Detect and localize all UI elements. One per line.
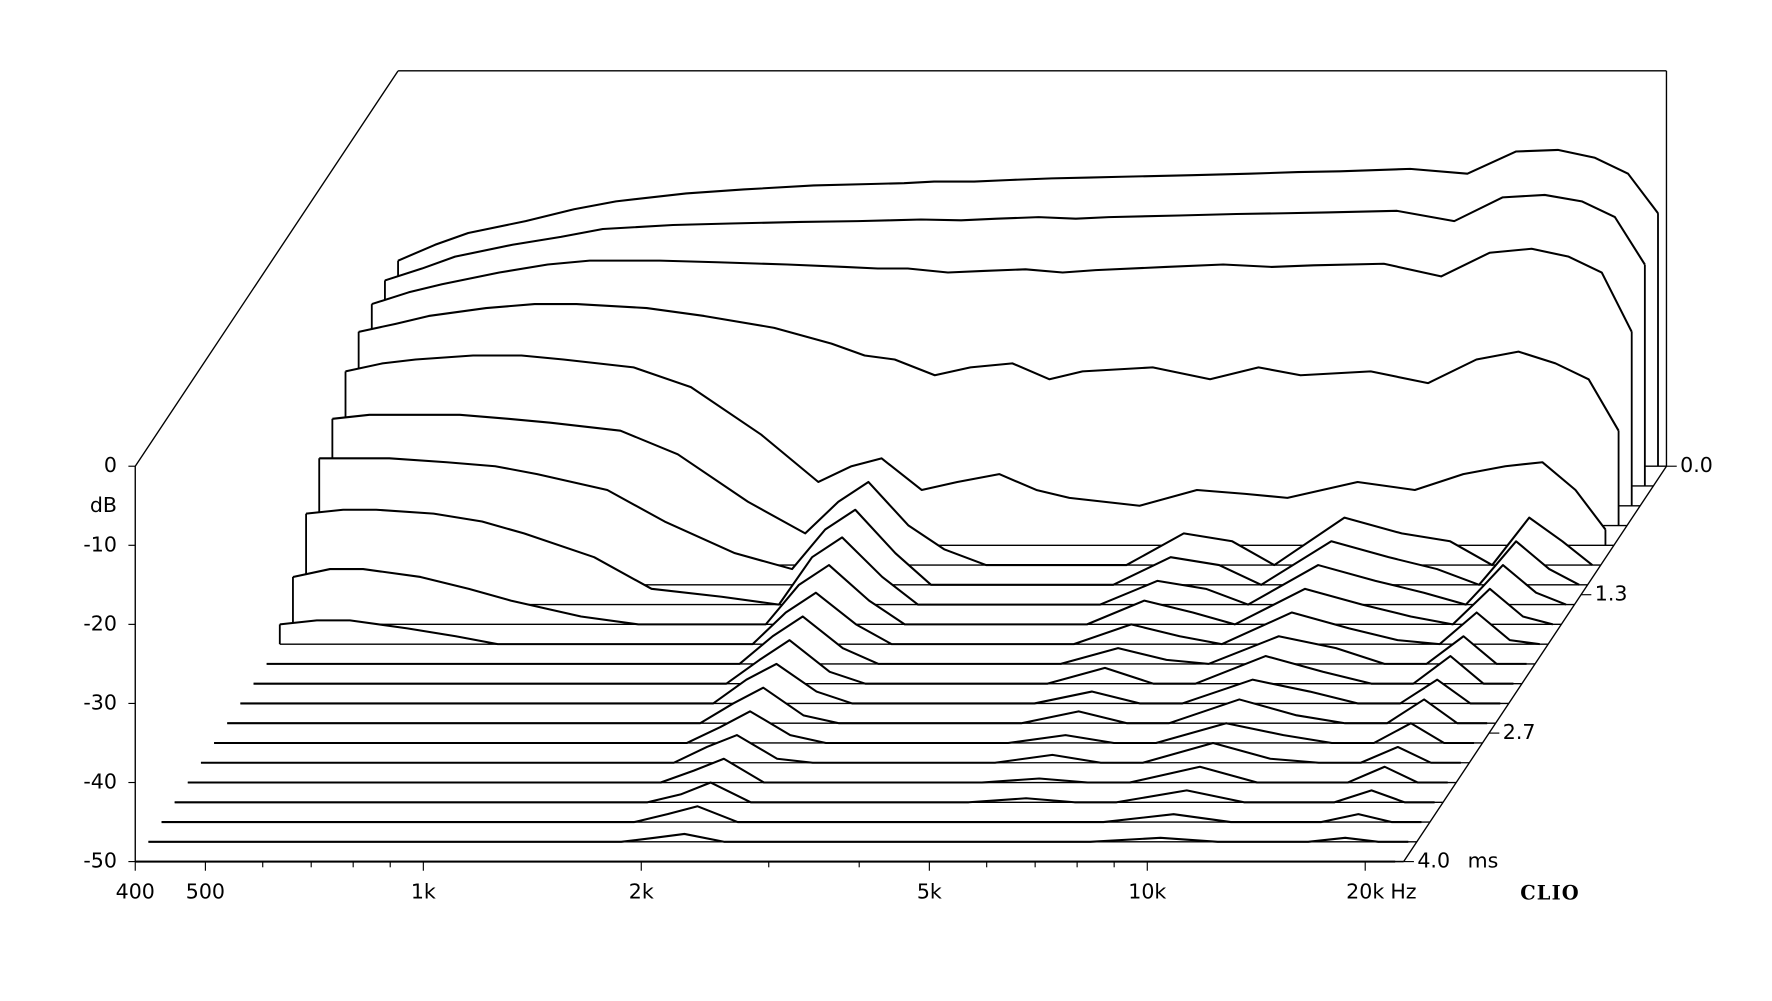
decay-slice (266, 615, 1527, 665)
decay-slice (200, 734, 1461, 764)
slice-fill (306, 509, 1575, 605)
slice-fill (187, 758, 1457, 783)
decay-slice (397, 148, 1659, 262)
brand-logo: CLIO (1520, 882, 1580, 905)
slice-fill (200, 735, 1470, 763)
slice-fill (292, 565, 1562, 625)
y-tick-label: -50 (83, 849, 117, 873)
frame-edge (134, 70, 399, 467)
y-unit-label: dB (90, 493, 117, 517)
y-tick-label: -30 (83, 690, 117, 714)
decay-slice (319, 457, 1580, 586)
slice-fill (266, 616, 1536, 664)
slice-fill (319, 458, 1588, 585)
slice-fill (279, 592, 1549, 645)
slice-fill (253, 640, 1522, 684)
decay-slice (279, 591, 1540, 646)
decay-slice (148, 832, 1409, 843)
y-tick-label: -10 (83, 532, 117, 556)
x-tick-label: 20k (1346, 879, 1384, 903)
decay-slice (174, 781, 1435, 804)
decay-slice (214, 710, 1475, 745)
decay-slice (332, 413, 1593, 567)
z-tick-label: 2.7 (1503, 720, 1536, 744)
decay-slice (371, 247, 1633, 333)
x-tick-label: 1k (411, 879, 436, 903)
z-tick-label: 4.0 (1417, 849, 1450, 873)
slice-fill (240, 663, 1509, 704)
decay-slice (187, 757, 1448, 784)
x-tick-label: 2k (629, 879, 654, 903)
slice-fill (214, 711, 1483, 743)
decay-slice (240, 662, 1501, 705)
x-tick-label: 10k (1128, 879, 1166, 903)
decay-slice (161, 805, 1422, 824)
decay-slice (345, 354, 1607, 531)
slice-fill (174, 782, 1444, 803)
decay-slice (358, 303, 1620, 432)
decay-slice (384, 193, 1646, 282)
z-unit-label: ms (1468, 849, 1499, 873)
z-tick-label: 0.0 (1680, 453, 1713, 477)
y-tick-label: 0 (104, 453, 117, 477)
decay-slice (253, 639, 1514, 685)
slice-fill (227, 687, 1496, 724)
y-tick-label: -40 (83, 770, 117, 794)
x-tick-label: 500 (186, 879, 225, 903)
x-tick-label: 400 (116, 879, 155, 903)
x-tick-label: 5k (917, 879, 942, 903)
z-tick-label: 1.3 (1595, 582, 1628, 606)
decay-slice (305, 508, 1567, 606)
y-tick-label: -20 (83, 611, 117, 635)
decay-slice (292, 564, 1554, 626)
decay-slice (227, 686, 1488, 725)
x-unit-label: Hz (1390, 879, 1416, 903)
z-axis (1403, 465, 1668, 862)
